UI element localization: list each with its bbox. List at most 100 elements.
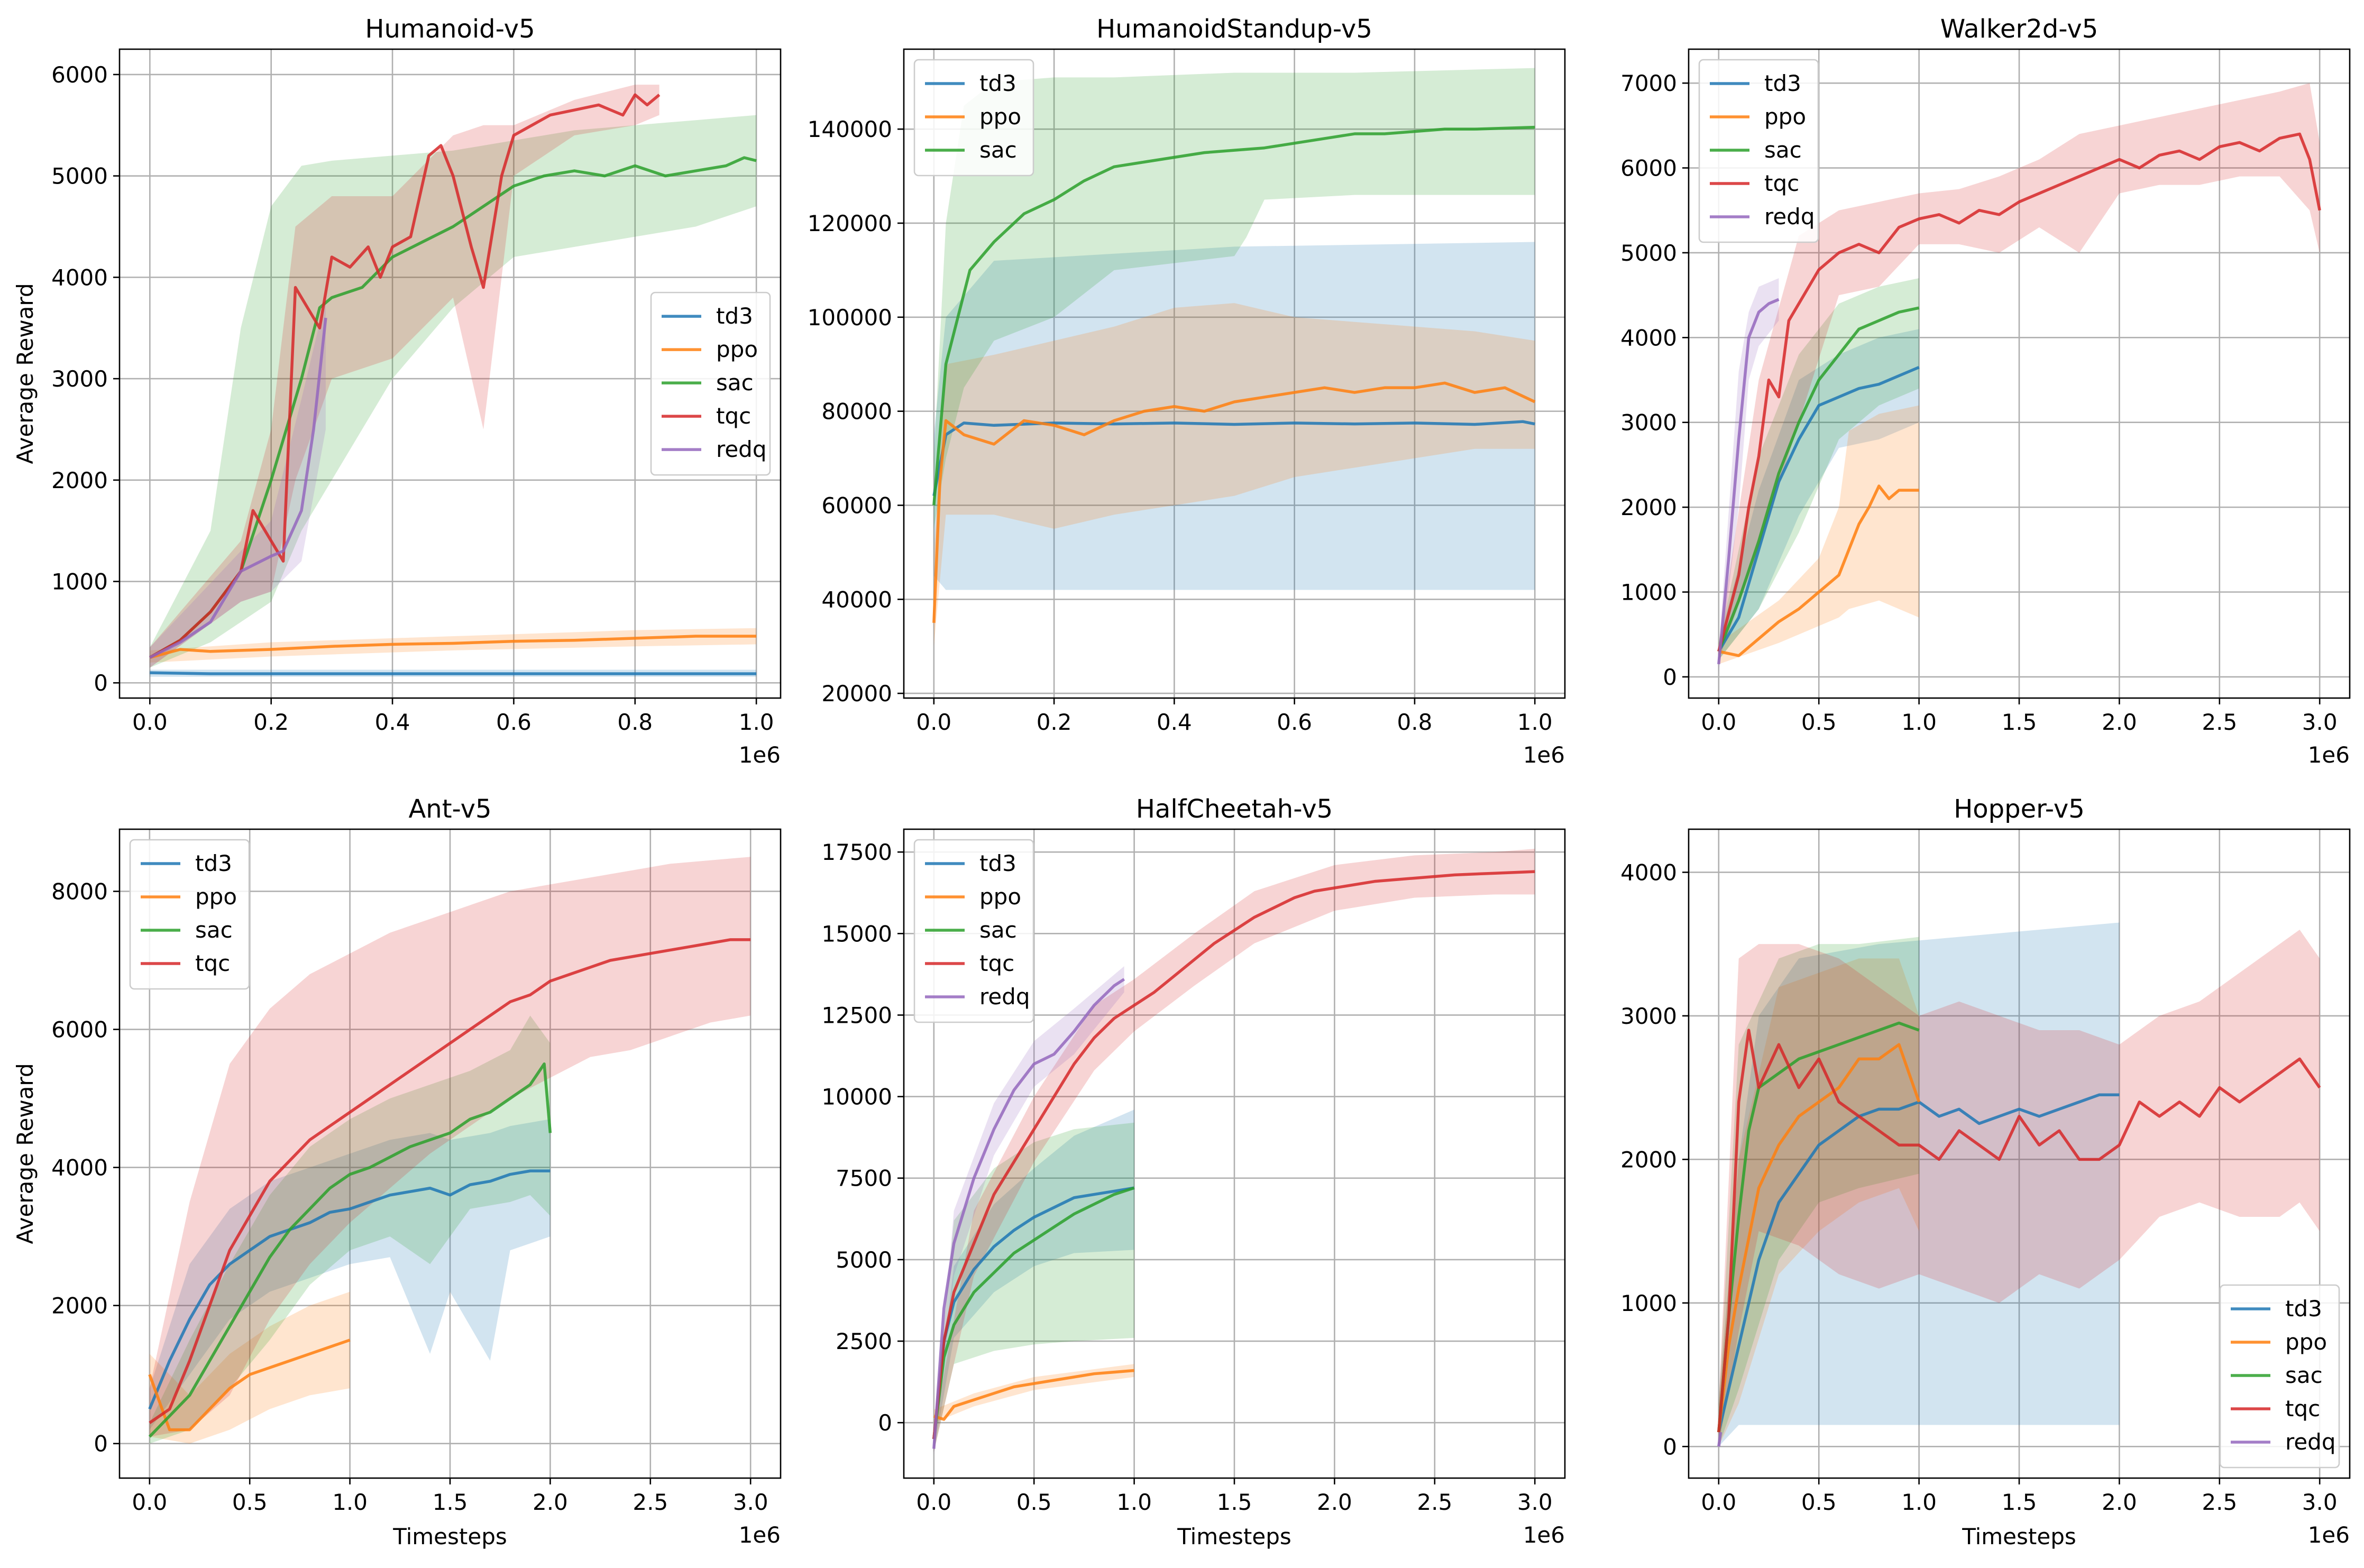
legend-label-sac: sac <box>195 917 233 943</box>
line-td3 <box>932 420 1535 497</box>
x-tick-label: 1.5 <box>2002 1489 2037 1515</box>
axes-frame <box>118 48 782 699</box>
legend-box <box>2219 1284 2340 1469</box>
band-sac <box>150 115 757 668</box>
x-tick-label: 3.0 <box>1517 1489 1553 1515</box>
x-tick-label: 1.0 <box>739 709 774 735</box>
line-ppo <box>148 1338 351 1432</box>
y-tick-label: 5000 <box>836 1247 892 1273</box>
band-redq <box>150 297 326 668</box>
legend-label-sac: sac <box>979 917 1017 943</box>
x-tick-label: 2.0 <box>1317 1489 1352 1515</box>
legend-label-tqc: tqc <box>979 950 1014 976</box>
subplot-humanoidstandup-v5: 0.0 0.2 0.4 0.6 0.8 1.0 20000 40000 60000 80000 10… <box>808 14 1566 768</box>
line-redq <box>1717 298 1780 665</box>
band-tqc <box>150 85 659 668</box>
legend-label-td3: td3 <box>979 850 1016 876</box>
y-tick-label: 4000 <box>1620 325 1677 351</box>
x-tick-label: 0.0 <box>1701 709 1736 735</box>
legend-label-td3: td3 <box>979 70 1016 96</box>
legend-box <box>129 839 250 990</box>
y-tick-label: 7500 <box>836 1166 892 1191</box>
chart-title: Walker2d-v5 <box>1940 14 2098 44</box>
y-tick-label: 0 <box>1663 664 1677 690</box>
line-td3 <box>148 1169 551 1410</box>
legend: td3 ppo sac tqc redq <box>1698 59 1819 243</box>
y-tick-label: 4000 <box>51 1155 108 1181</box>
x-tick-label: 1.0 <box>1901 1489 1937 1515</box>
x-tick-label: 2.5 <box>2202 1489 2237 1515</box>
line-tqc <box>149 93 661 659</box>
band-ppo <box>933 1364 1134 1423</box>
y-tick-label: 2500 <box>836 1328 892 1354</box>
y-tick-label: 60000 <box>821 492 892 518</box>
x-tick-label: 2.0 <box>2102 709 2137 735</box>
x-tick-label: 0.6 <box>1277 709 1312 735</box>
band-ppo <box>150 628 757 663</box>
y-tick-label: 1000 <box>1620 1290 1677 1316</box>
line-td3 <box>932 1186 1135 1439</box>
y-tick-label: 4000 <box>51 264 108 290</box>
line-ppo <box>1717 1043 1921 1433</box>
band-ppo <box>1718 405 1919 664</box>
legend: td3 ppo sac <box>913 59 1034 177</box>
x-offset-label: 1e6 <box>739 742 781 768</box>
y-tick-label: 0 <box>878 1410 892 1436</box>
x-tick-label: 1.5 <box>1217 1489 1252 1515</box>
line-sac <box>932 1186 1135 1439</box>
legend: td3 ppo sac tqc redq <box>650 291 771 476</box>
y-axis-label: Average Reward <box>12 1063 38 1244</box>
legend-label-redq: redq <box>1764 204 1815 230</box>
band-tqc <box>1718 83 2320 660</box>
x-offset-label: 1e6 <box>739 1522 781 1548</box>
legend-label-tqc: tqc <box>716 403 751 429</box>
plot-area <box>1717 83 2321 673</box>
legend-box <box>1698 59 1819 243</box>
x-tick-label: 2.5 <box>2202 709 2237 735</box>
legend-label-td3: td3 <box>1764 70 1801 96</box>
line-sac <box>1717 306 1920 652</box>
x-tick-label: 0.0 <box>132 709 168 735</box>
legend-label-ppo: ppo <box>2285 1329 2327 1355</box>
y-tick-label: 6000 <box>1620 155 1677 181</box>
legend: td3 ppo sac tqc redq <box>913 839 1034 1023</box>
line-redq <box>932 978 1125 1449</box>
x-tick-label: 0.8 <box>617 709 653 735</box>
band-sac <box>933 1122 1134 1452</box>
legend-label-sac: sac <box>2285 1362 2323 1388</box>
x-tick-label: 1.0 <box>1517 709 1553 735</box>
legend-label-td3: td3 <box>195 850 232 876</box>
x-tick-label: 3.0 <box>733 1489 768 1515</box>
legend-label-sac: sac <box>1764 137 1802 163</box>
legend-label-ppo: ppo <box>1764 104 1806 130</box>
band-sac <box>1718 278 1919 660</box>
subplot-humanoid-v5: 0.0 0.2 0.4 0.6 0.8 1.0 0 1000 2000 3000 4000 5000 6… <box>12 14 782 768</box>
y-tick-label: 0 <box>94 1431 108 1457</box>
x-axis-label: Timesteps <box>1177 1524 1291 1549</box>
x-tick-label: 0.2 <box>1037 709 1072 735</box>
y-tick-label: 8000 <box>51 878 108 904</box>
band-td3 <box>933 242 1535 590</box>
legend-label-ppo: ppo <box>979 884 1021 910</box>
y-tick-label: 1000 <box>1620 580 1677 606</box>
legend-label-sac: sac <box>979 137 1017 163</box>
y-tick-label: 3000 <box>51 366 108 392</box>
y-tick-label: 6000 <box>51 1017 108 1043</box>
legend-label-sac: sac <box>716 370 754 396</box>
plot-area <box>148 857 751 1444</box>
legend-label-redq: redq <box>2285 1429 2336 1455</box>
y-tick-label: 5000 <box>51 163 108 189</box>
y-tick-label: 3000 <box>1620 410 1677 436</box>
x-tick-label: 0.0 <box>1701 1489 1736 1515</box>
x-tick-label: 2.0 <box>533 1489 568 1515</box>
line-ppo <box>149 635 757 659</box>
y-tick-label: 2000 <box>51 1293 108 1319</box>
x-tick-label: 0.6 <box>496 709 532 735</box>
y-tick-label: 80000 <box>821 399 892 425</box>
y-tick-label: 17500 <box>821 839 892 865</box>
y-tick-label: 7000 <box>1620 70 1677 96</box>
line-tqc <box>1717 1029 2321 1433</box>
x-tick-label: 3.0 <box>2302 1489 2338 1515</box>
band-td3 <box>1718 922 2120 1447</box>
legend: td3 ppo sac tqc redq <box>2219 1284 2340 1469</box>
